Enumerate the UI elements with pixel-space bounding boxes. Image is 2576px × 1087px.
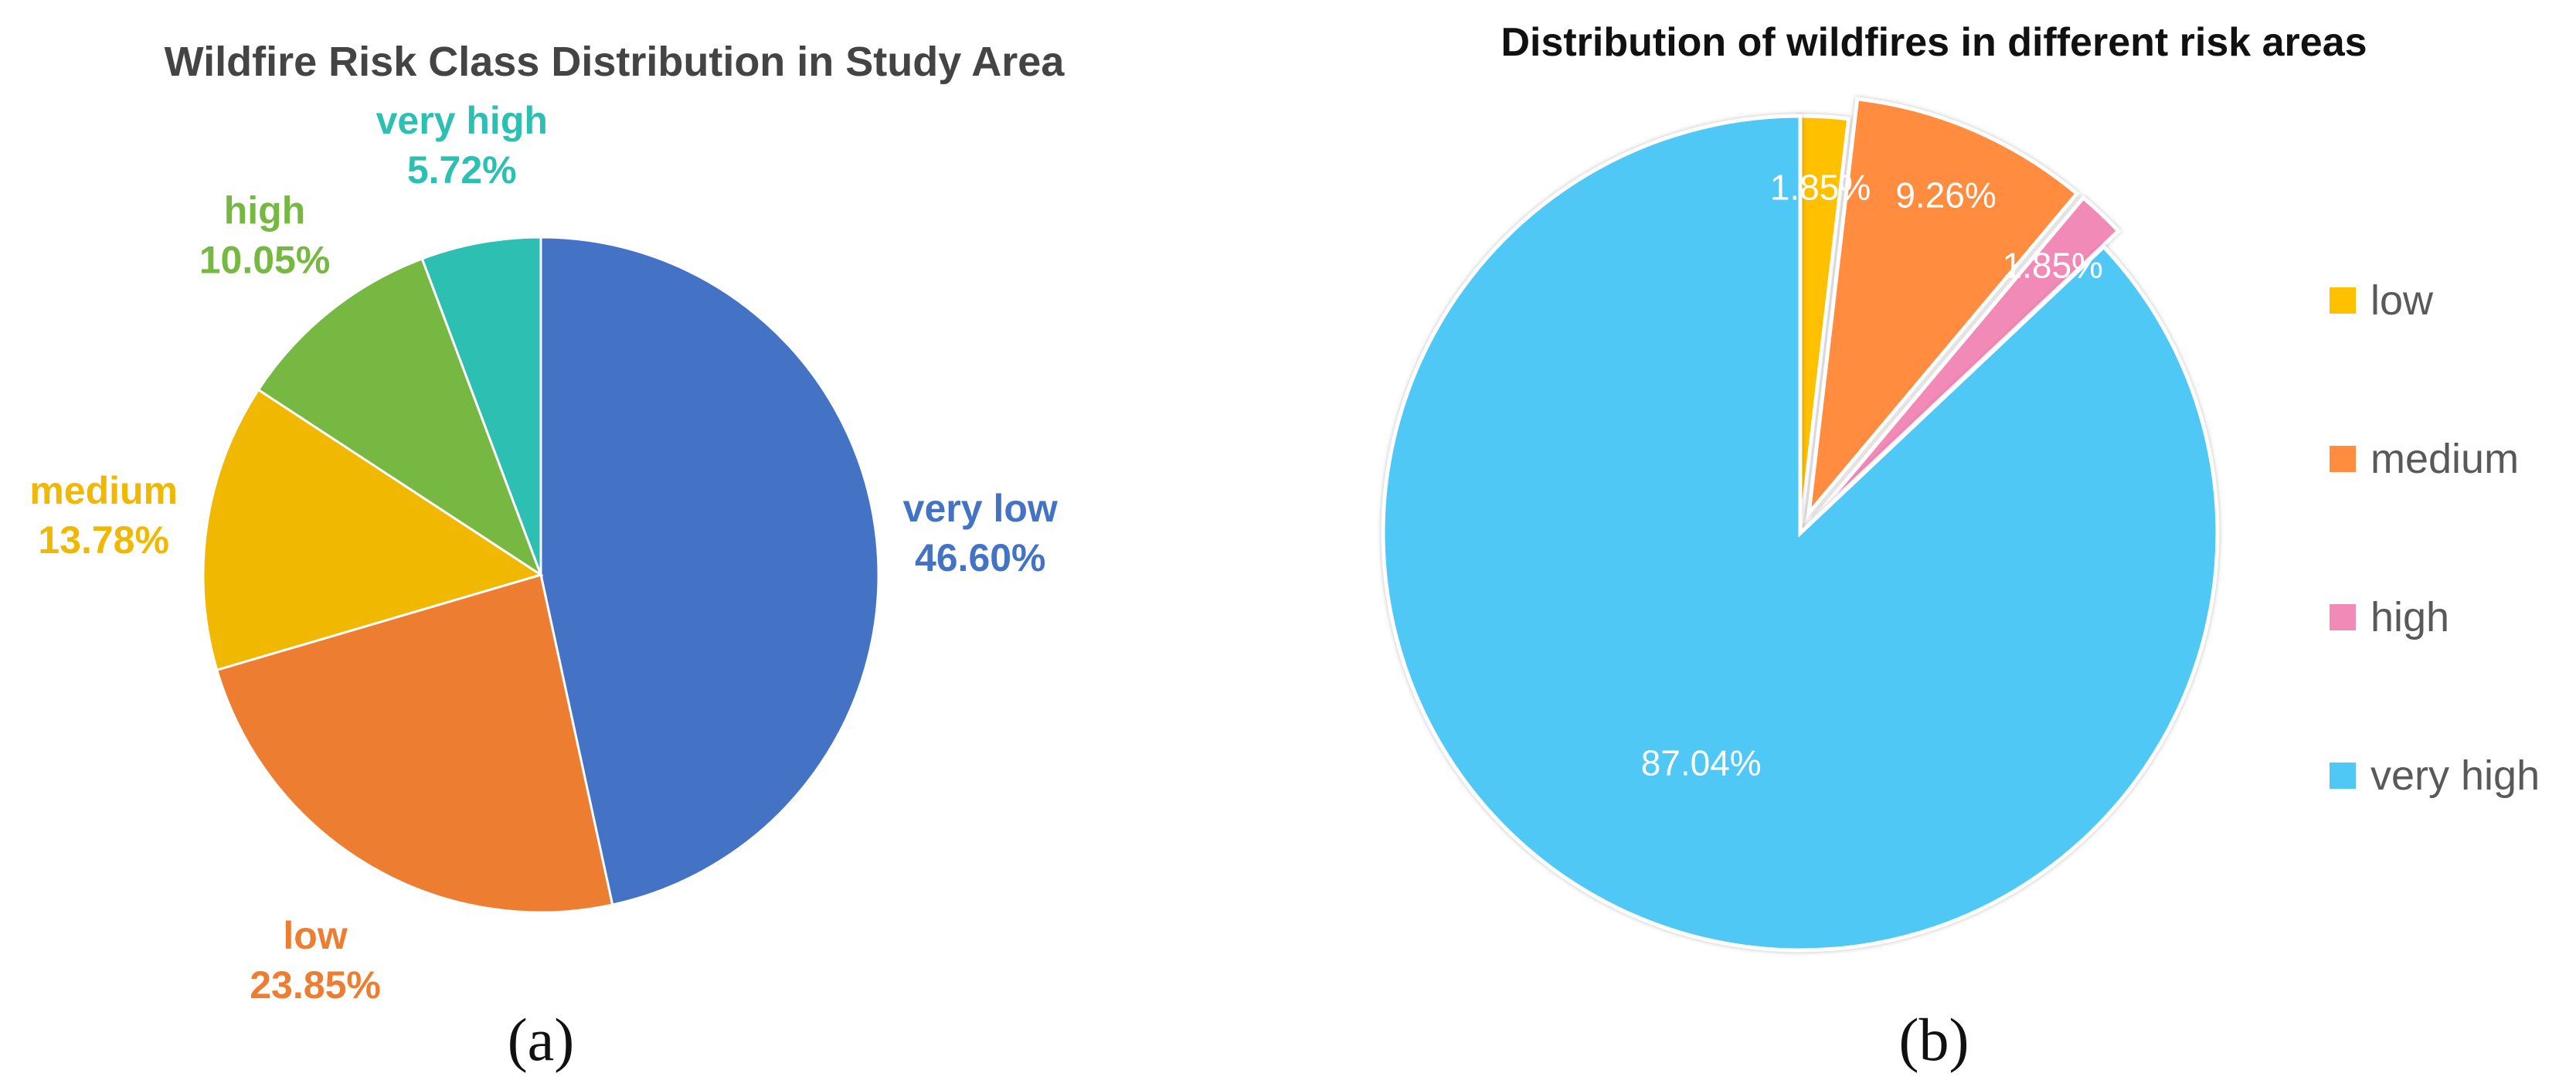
chart-b-slice-high xyxy=(1813,195,2122,519)
chart-a-caption: (a) xyxy=(508,1006,575,1073)
chart-a-slices xyxy=(202,236,880,914)
chart-b-slice-medium xyxy=(1806,97,2080,520)
chart-a-slice-very-high xyxy=(420,236,542,576)
chart-b-label-high: 1.85% xyxy=(2003,246,2103,286)
chart-b-legend-swatch-very-high xyxy=(2330,763,2356,789)
chart-b-caption: (b) xyxy=(1899,1006,1969,1073)
chart-a-label-medium: medium 13.78% xyxy=(29,469,178,562)
chart-a-label-low: low 23.85% xyxy=(250,914,381,1007)
chart-a-labels: very low 46.60% low 23.85% medium 13.78% high 1… xyxy=(29,99,1058,1007)
chart-b-labels: 1.85% 9.26%1.85%87.04% xyxy=(1641,168,2103,783)
chart-b-slice-very-high xyxy=(1381,114,2220,953)
chart-b-legend-label-very-high: very high xyxy=(2370,752,2540,799)
chart-b-wildfire-distribution: Distribution of wildfires in different r… xyxy=(1381,20,2540,1073)
chart-b-slices xyxy=(1381,97,2220,953)
chart-a-label-high: high 10.05% xyxy=(199,189,331,281)
chart-a-slice-high xyxy=(257,256,544,578)
chart-a-label-very-high: very high 5.72% xyxy=(376,99,548,192)
chart-a-slice-very-low xyxy=(539,236,880,906)
chart-b-legend-label-medium: medium xyxy=(2370,436,2519,482)
chart-b-legend-swatch-medium xyxy=(2330,446,2356,472)
chart-a-risk-class-distribution: Wildfire Risk Class Distribution in Stud… xyxy=(29,39,1065,1073)
chart-b-legend: low medium high very high xyxy=(2330,277,2540,799)
chart-b-legend-swatch-high xyxy=(2330,604,2356,630)
chart-b-label-medium: 9.26% xyxy=(1895,175,1996,216)
chart-a-label-very-low: very low 46.60% xyxy=(903,487,1058,579)
chart-a-title: Wildfire Risk Class Distribution in Stud… xyxy=(165,39,1065,85)
chart-b-legend-label-low: low xyxy=(2370,277,2434,324)
chart-b-label-low: 1.85% xyxy=(1770,168,1871,208)
chart-b-title: Distribution of wildfires in different r… xyxy=(1500,20,2367,65)
chart-a-slice-low xyxy=(215,573,614,914)
chart-b-legend-label-high: high xyxy=(2370,594,2449,640)
chart-b-legend-swatch-low xyxy=(2330,287,2356,314)
chart-a-slice-medium xyxy=(202,388,544,672)
chart-b-label-very-high: 87.04% xyxy=(1641,743,1762,783)
